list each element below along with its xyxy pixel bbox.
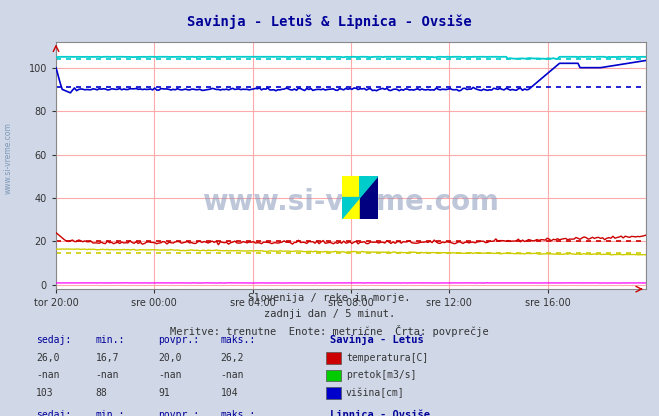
- Text: zadnji dan / 5 minut.: zadnji dan / 5 minut.: [264, 309, 395, 319]
- Text: povpr.:: povpr.:: [158, 410, 199, 416]
- Polygon shape: [360, 176, 378, 198]
- Text: 20,0: 20,0: [158, 353, 182, 363]
- Text: Savinja - Letuš & Lipnica - Ovsiše: Savinja - Letuš & Lipnica - Ovsiše: [187, 15, 472, 29]
- Text: 104: 104: [221, 388, 239, 398]
- Text: -nan: -nan: [96, 370, 119, 380]
- Text: -nan: -nan: [221, 370, 244, 380]
- Text: -nan: -nan: [36, 370, 60, 380]
- Text: pretok[m3/s]: pretok[m3/s]: [346, 370, 416, 380]
- Text: Slovenija / reke in morje.: Slovenija / reke in morje.: [248, 293, 411, 303]
- Text: 16,7: 16,7: [96, 353, 119, 363]
- Polygon shape: [342, 198, 360, 218]
- Text: www.si-vreme.com: www.si-vreme.com: [202, 188, 500, 216]
- Text: Lipnica - Ovsiše: Lipnica - Ovsiše: [330, 410, 430, 416]
- Text: min.:: min.:: [96, 410, 125, 416]
- Text: sedaj:: sedaj:: [36, 410, 71, 416]
- Text: 91: 91: [158, 388, 170, 398]
- Text: maks.:: maks.:: [221, 335, 256, 345]
- Text: temperatura[C]: temperatura[C]: [346, 353, 428, 363]
- Text: Savinja - Letuš: Savinja - Letuš: [330, 334, 423, 345]
- Text: maks.:: maks.:: [221, 410, 256, 416]
- Text: min.:: min.:: [96, 335, 125, 345]
- Text: Meritve: trenutne  Enote: metrične  Črta: povprečje: Meritve: trenutne Enote: metrične Črta: …: [170, 325, 489, 337]
- Polygon shape: [342, 176, 360, 218]
- Text: sedaj:: sedaj:: [36, 335, 71, 345]
- Text: www.si-vreme.com: www.si-vreme.com: [3, 122, 13, 194]
- Text: -nan: -nan: [158, 370, 182, 380]
- Text: povpr.:: povpr.:: [158, 335, 199, 345]
- Text: višina[cm]: višina[cm]: [346, 387, 405, 398]
- Text: 26,2: 26,2: [221, 353, 244, 363]
- Text: 26,0: 26,0: [36, 353, 60, 363]
- Text: 88: 88: [96, 388, 107, 398]
- Polygon shape: [360, 176, 378, 218]
- Text: 103: 103: [36, 388, 54, 398]
